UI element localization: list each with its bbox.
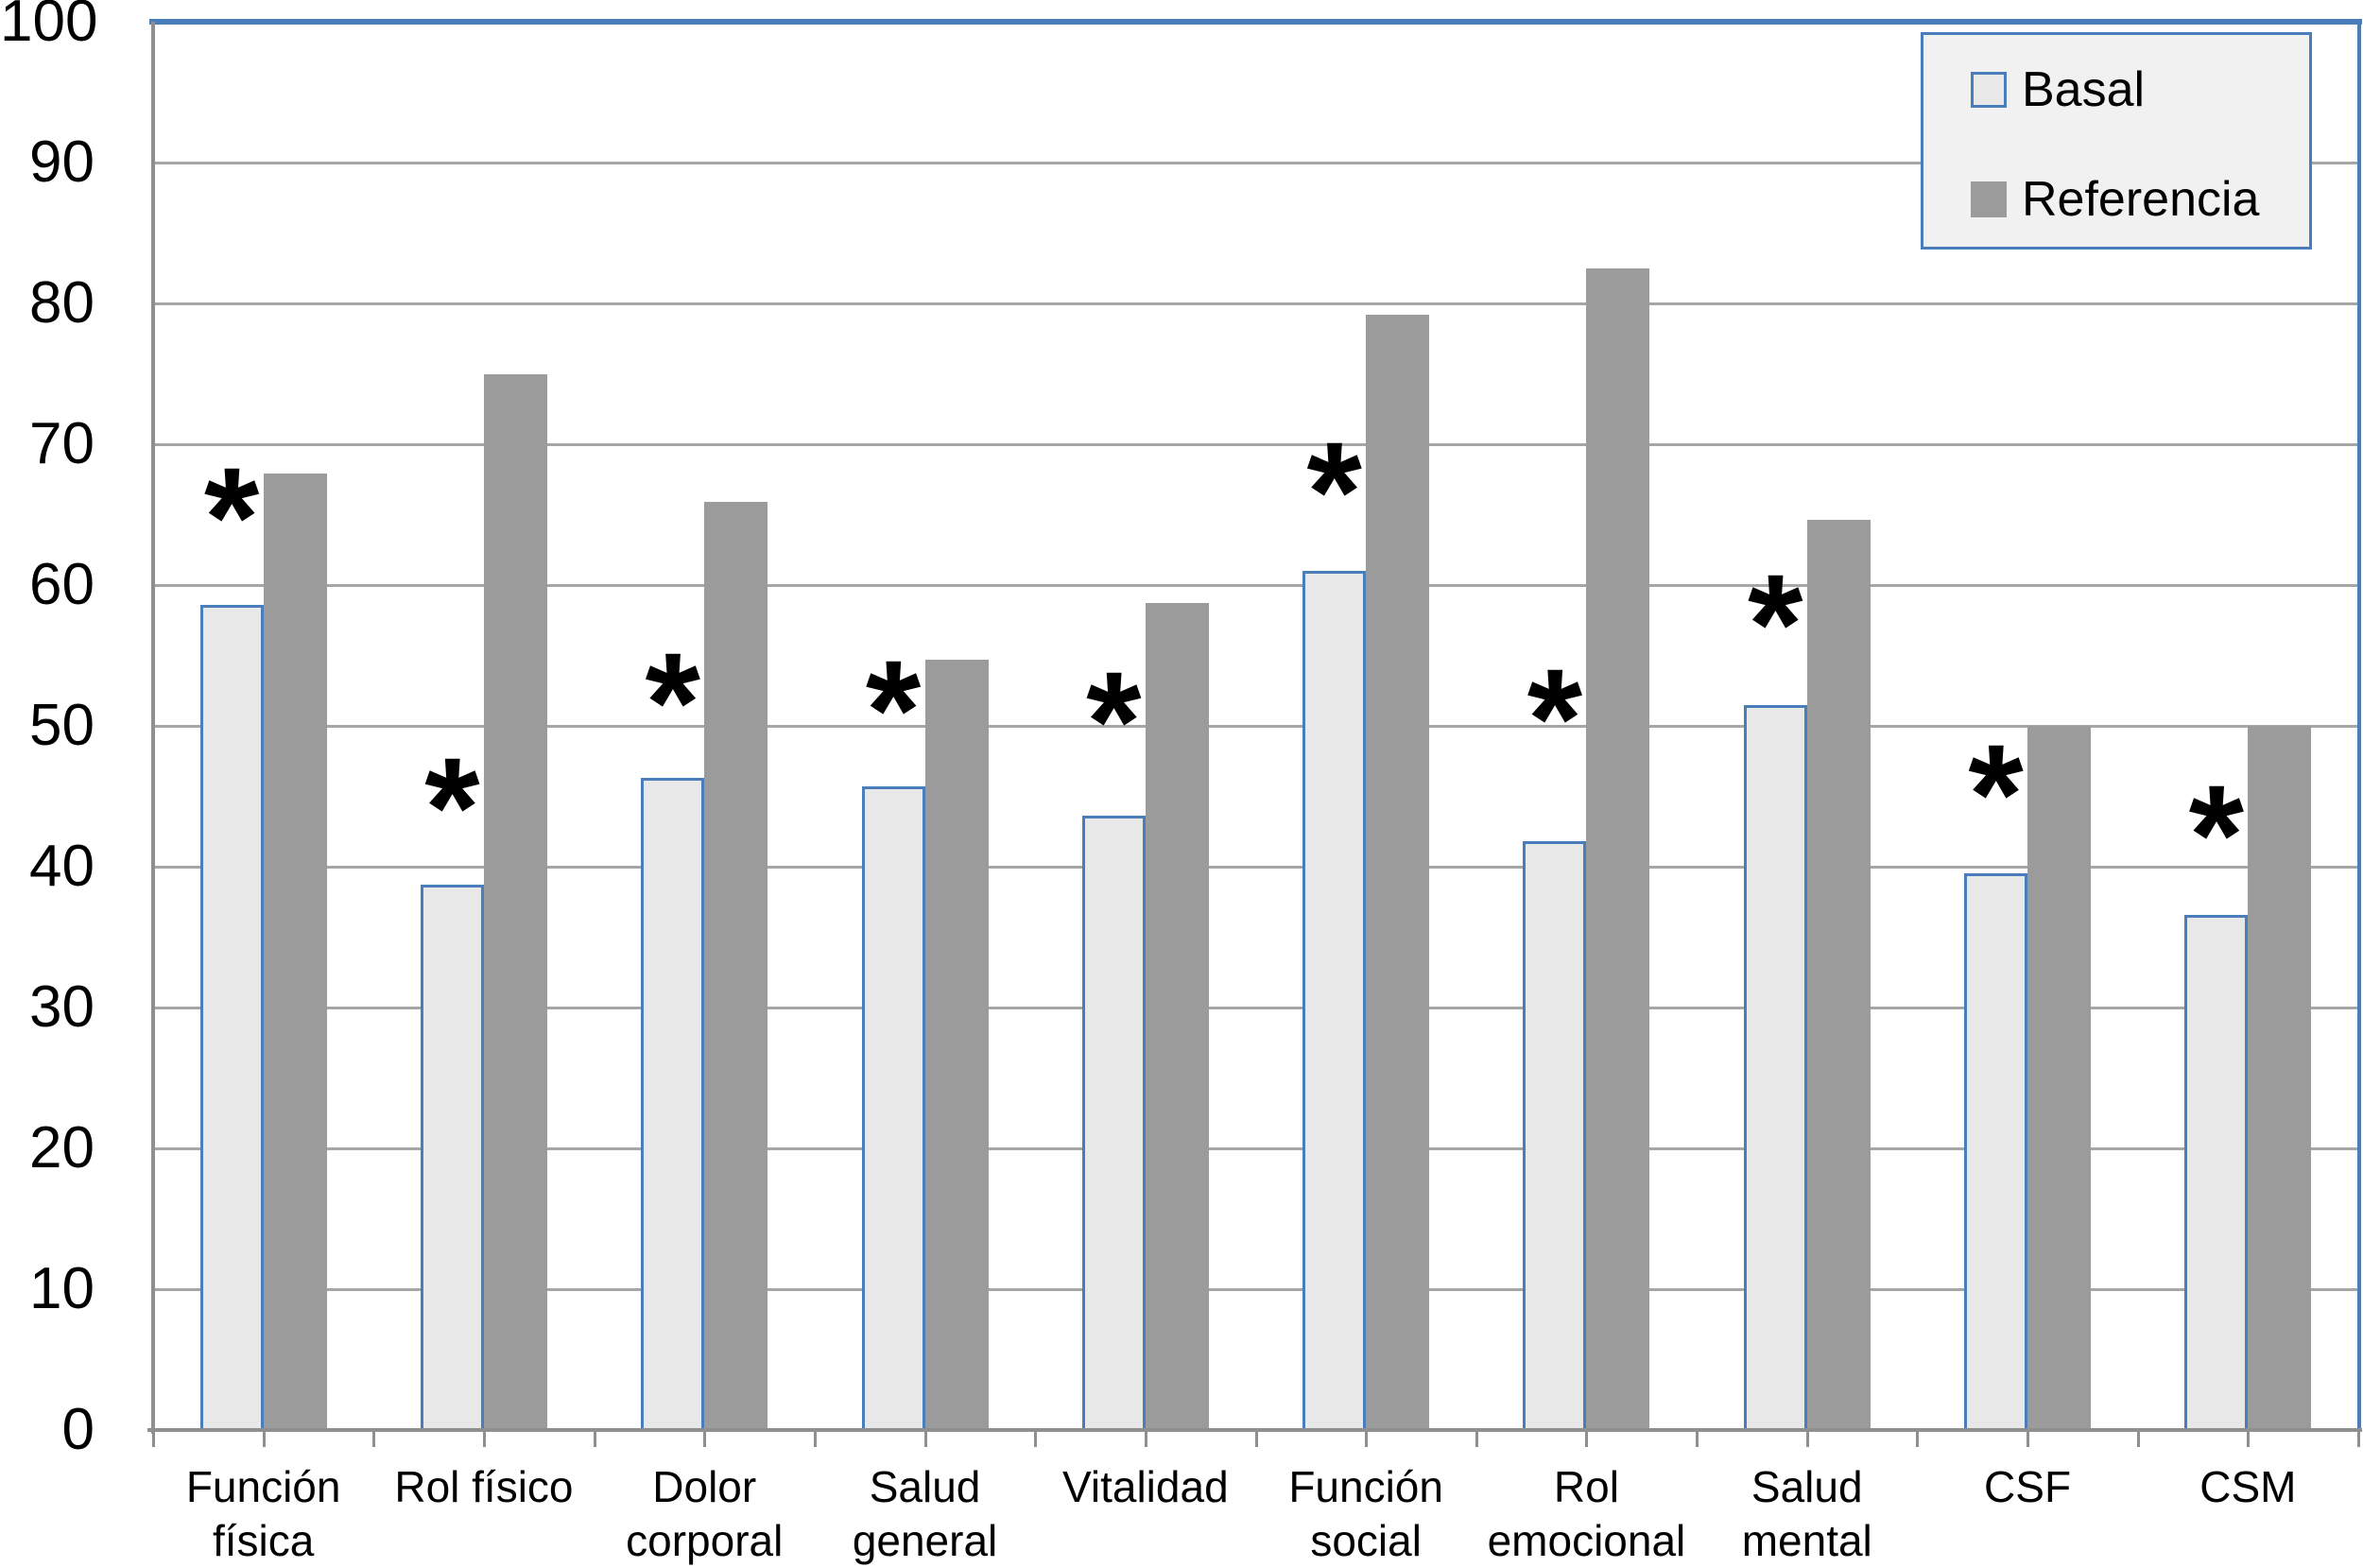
x-label-3: Salud general xyxy=(852,1462,998,1565)
x-tick xyxy=(2357,1432,2360,1447)
gridline-10 xyxy=(153,1287,2358,1291)
x-label-4: Vitalidad xyxy=(1062,1462,1229,1511)
x-label-7: Salud mental xyxy=(1741,1462,1872,1565)
gridline-40 xyxy=(153,865,2358,869)
y-label-70: 70 xyxy=(29,411,95,476)
bar-basal-2 xyxy=(641,778,705,1430)
y-label-60: 60 xyxy=(29,552,95,617)
asterisk-5: * xyxy=(1306,411,1362,571)
bar-referencia-0 xyxy=(263,474,327,1430)
legend-item-basal: Basal xyxy=(1971,65,2145,114)
asterisk-3: * xyxy=(865,629,922,789)
plot-border-top xyxy=(149,19,2362,25)
y-label-0: 0 xyxy=(61,1397,95,1462)
asterisk-0: * xyxy=(203,437,260,596)
y-label-30: 30 xyxy=(29,974,95,1040)
x-tick xyxy=(1365,1432,1369,1447)
asterisk-2: * xyxy=(645,623,700,783)
x-label-8: CSF xyxy=(1984,1462,2072,1511)
asterisk-7: * xyxy=(1748,543,1803,703)
bar-referencia-1 xyxy=(483,373,547,1430)
bar-basal-4 xyxy=(1081,816,1146,1430)
bar-referencia-3 xyxy=(924,659,989,1430)
plot-border-right xyxy=(2357,22,2361,1430)
x-tick xyxy=(1475,1432,1478,1447)
x-tick xyxy=(262,1432,266,1447)
x-tick xyxy=(152,1432,155,1447)
x-label-5: Función social xyxy=(1288,1462,1443,1565)
x-tick xyxy=(482,1432,486,1447)
bar-referencia-5 xyxy=(1366,314,1430,1430)
y-label-50: 50 xyxy=(29,693,95,758)
bar-basal-1 xyxy=(420,885,484,1430)
x-tick xyxy=(813,1432,817,1447)
x-tick xyxy=(923,1432,927,1447)
plot-area: * * * * * * * * * * xyxy=(147,19,2362,1434)
bar-referencia-2 xyxy=(704,502,768,1430)
y-label-10: 10 xyxy=(29,1256,95,1321)
x-label-0: Función física xyxy=(185,1462,341,1565)
x-label-9: CSM xyxy=(2199,1462,2297,1511)
y-label-80: 80 xyxy=(29,270,95,336)
x-tick xyxy=(1696,1432,1699,1447)
x-tick xyxy=(2027,1432,2030,1447)
bar-basal-9 xyxy=(2184,914,2249,1430)
gridline-50 xyxy=(153,724,2358,728)
asterisk-8: * xyxy=(1968,715,2024,874)
legend-label-basal: Basal xyxy=(2022,62,2146,117)
x-tick xyxy=(1585,1432,1589,1447)
x-tick xyxy=(1916,1432,1920,1447)
y-label-100: 100 xyxy=(0,0,98,54)
y-label-40: 40 xyxy=(29,834,95,899)
gridline-30 xyxy=(153,1006,2358,1009)
gridline-70 xyxy=(153,442,2358,446)
asterisk-9: * xyxy=(2188,755,2245,915)
y-label-90: 90 xyxy=(29,129,95,195)
x-tick xyxy=(1034,1432,1038,1447)
gridline-20 xyxy=(153,1146,2358,1150)
bar-referencia-8 xyxy=(2027,726,2092,1430)
legend-label-referencia: Referencia xyxy=(2022,172,2260,227)
bar-basal-0 xyxy=(199,604,264,1430)
x-label-6: Rol emocional xyxy=(1487,1462,1686,1565)
gridline-90 xyxy=(153,161,2358,164)
x-tick xyxy=(703,1432,707,1447)
bar-basal-7 xyxy=(1743,704,1807,1430)
bar-basal-8 xyxy=(1964,873,2028,1430)
x-label-1: Rol físico xyxy=(394,1462,574,1511)
y-label-20: 20 xyxy=(29,1115,95,1180)
gridline-80 xyxy=(153,302,2358,305)
x-tick xyxy=(593,1432,596,1447)
bar-referencia-9 xyxy=(2248,726,2312,1430)
bar-referencia-4 xyxy=(1145,603,1209,1430)
x-tick xyxy=(1805,1432,1809,1447)
legend: Basal Referencia xyxy=(1921,32,2312,250)
x-label-2: Dolor corporal xyxy=(626,1462,784,1565)
gridline-60 xyxy=(153,583,2358,587)
bar-basal-5 xyxy=(1302,571,1367,1430)
x-tick xyxy=(2247,1432,2251,1447)
bar-basal-3 xyxy=(861,786,925,1430)
y-axis-line xyxy=(151,22,155,1434)
asterisk-4: * xyxy=(1086,641,1142,801)
asterisk-6: * xyxy=(1526,638,1583,798)
legend-swatch-basal xyxy=(1971,72,2007,108)
legend-swatch-referencia xyxy=(1971,181,2007,217)
bar-basal-6 xyxy=(1523,841,1587,1430)
legend-item-referencia: Referencia xyxy=(1971,175,2259,224)
bar-referencia-7 xyxy=(1806,520,1871,1430)
x-axis-line xyxy=(147,1428,2362,1432)
bar-referencia-6 xyxy=(1586,267,1650,1430)
x-tick xyxy=(1254,1432,1258,1447)
x-tick xyxy=(2136,1432,2140,1447)
x-tick xyxy=(372,1432,376,1447)
x-tick xyxy=(1144,1432,1147,1447)
asterisk-1: * xyxy=(424,727,480,887)
